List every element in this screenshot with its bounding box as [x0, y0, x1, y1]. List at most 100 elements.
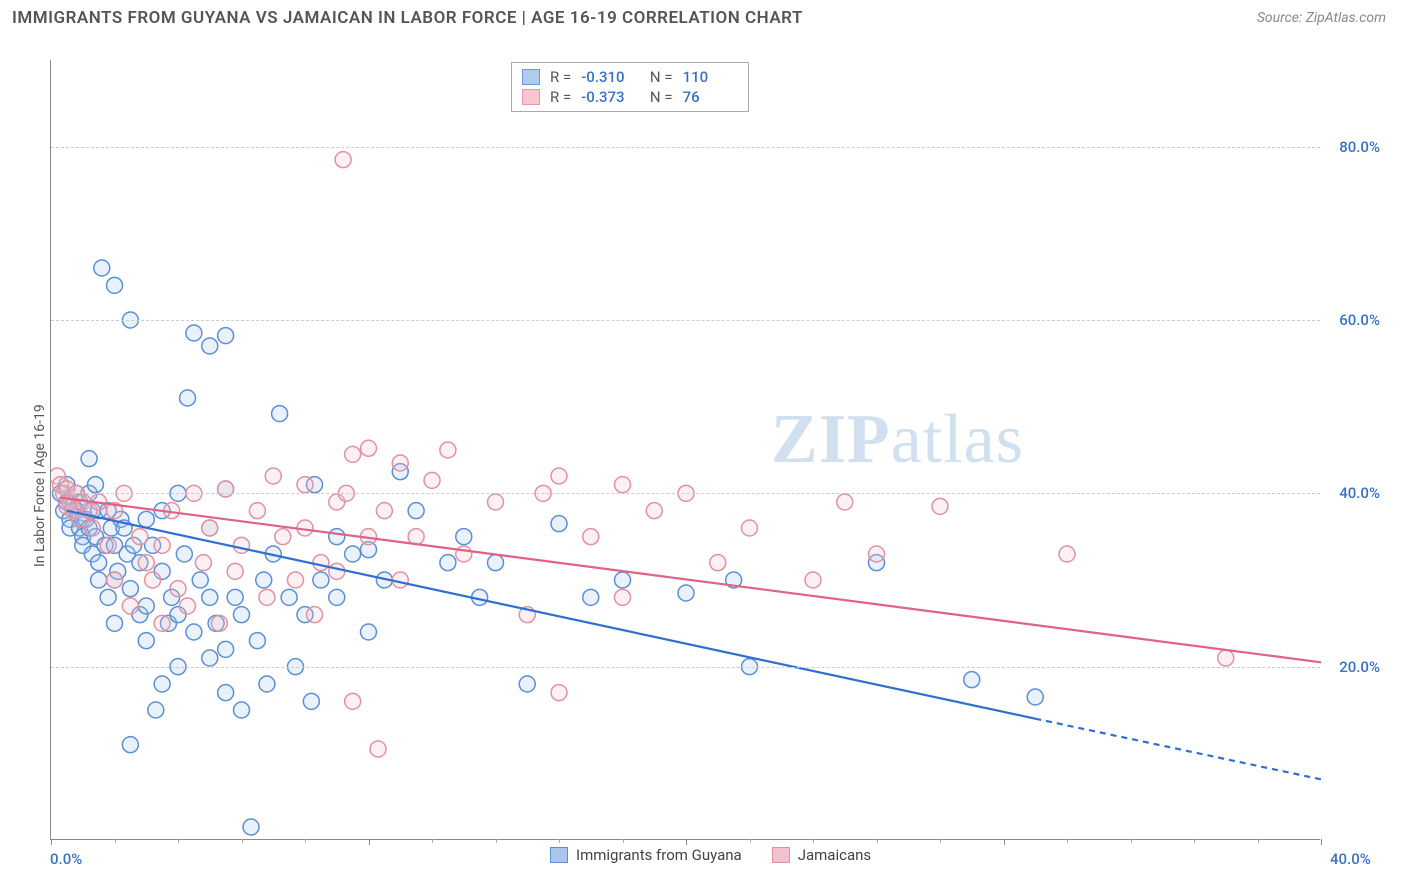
data-point — [176, 546, 192, 562]
legend-bottom: Immigrants from Guyana Jamaicans — [550, 846, 871, 864]
data-point — [234, 702, 250, 718]
data-point — [218, 328, 234, 344]
data-point — [122, 598, 138, 614]
stat-n-label: N = — [646, 88, 672, 106]
data-point — [329, 563, 345, 579]
stat-n-value: 110 — [683, 68, 738, 86]
gridline-h — [51, 667, 1320, 668]
legend-label: Immigrants from Guyana — [576, 846, 742, 864]
y-tick-label: 60.0% — [1325, 311, 1380, 329]
data-point — [275, 529, 291, 545]
data-point — [148, 702, 164, 718]
data-point — [138, 555, 154, 571]
x-tick-minor — [432, 839, 433, 843]
data-point — [932, 498, 948, 514]
data-point — [218, 685, 234, 701]
gridline-h — [51, 320, 1320, 321]
x-axis-max-label: 40.0% — [1330, 850, 1371, 868]
data-point — [488, 555, 504, 571]
data-point — [211, 615, 227, 631]
data-point — [583, 589, 599, 605]
x-tick-minor — [750, 839, 751, 843]
data-point — [218, 641, 234, 657]
data-point — [234, 607, 250, 623]
data-point — [329, 529, 345, 545]
data-point — [392, 455, 408, 471]
stat-n-value: 76 — [683, 88, 738, 106]
data-point — [1059, 546, 1075, 562]
data-point — [154, 676, 170, 692]
data-point — [370, 741, 386, 757]
data-point — [186, 624, 202, 640]
data-point — [742, 520, 758, 536]
data-point — [456, 546, 472, 562]
data-point — [100, 537, 116, 553]
data-point — [227, 563, 243, 579]
data-point — [122, 581, 138, 597]
data-point — [440, 555, 456, 571]
data-point — [488, 494, 504, 510]
x-tick-minor — [1194, 839, 1195, 843]
data-point — [138, 633, 154, 649]
plot-region: ZIPatlas R = -0.310 N = 110R = -0.373 N … — [50, 60, 1320, 840]
data-point — [424, 472, 440, 488]
data-point — [243, 819, 259, 835]
y-axis-label: In Labor Force | Age 16-19 — [32, 404, 48, 567]
x-tick-minor — [559, 839, 560, 843]
stat-r-label: R = — [550, 68, 571, 86]
data-point — [313, 572, 329, 588]
data-point — [81, 451, 97, 467]
data-point — [646, 503, 662, 519]
data-point — [281, 589, 297, 605]
data-point — [1027, 689, 1043, 705]
data-point — [249, 503, 265, 519]
data-point — [335, 152, 351, 168]
data-point — [307, 607, 323, 623]
data-point — [259, 589, 275, 605]
data-point — [186, 325, 202, 341]
data-point — [710, 555, 726, 571]
data-point — [154, 615, 170, 631]
data-point — [361, 624, 377, 640]
data-point — [145, 572, 161, 588]
legend-label: Jamaicans — [798, 846, 871, 864]
x-tick-minor — [877, 839, 878, 843]
legend-item: Jamaicans — [772, 846, 871, 864]
data-point — [519, 676, 535, 692]
gridline-h — [51, 493, 1320, 494]
data-point — [107, 277, 123, 293]
data-point — [132, 529, 148, 545]
gridline-h — [51, 147, 1320, 148]
data-point — [202, 650, 218, 666]
x-tick-major — [686, 839, 687, 845]
data-point — [227, 589, 243, 605]
legend-stats-row: R = -0.373 N = 76 — [522, 87, 738, 107]
data-point — [259, 676, 275, 692]
data-point — [170, 581, 186, 597]
legend-swatch — [550, 847, 568, 863]
data-point — [440, 442, 456, 458]
data-point — [180, 390, 196, 406]
x-tick-major — [369, 839, 370, 845]
x-tick-minor — [1067, 839, 1068, 843]
data-point — [138, 511, 154, 527]
data-point — [551, 516, 567, 532]
data-point — [361, 440, 377, 456]
data-point — [678, 585, 694, 601]
y-tick-label: 20.0% — [1325, 658, 1380, 676]
x-tick-minor — [115, 839, 116, 843]
legend-swatch — [772, 847, 790, 863]
data-point — [138, 598, 154, 614]
stat-n-label: N = — [646, 68, 672, 86]
x-tick-minor — [242, 839, 243, 843]
data-point — [202, 589, 218, 605]
data-point — [265, 468, 281, 484]
data-point — [154, 537, 170, 553]
data-point — [202, 338, 218, 354]
data-point — [408, 529, 424, 545]
trend-line-extrapolated — [1035, 719, 1321, 780]
legend-swatch — [522, 89, 540, 105]
chart-source: Source: ZipAtlas.com — [1257, 10, 1386, 26]
legend-stats-box: R = -0.310 N = 110R = -0.373 N = 76 — [511, 62, 749, 112]
legend-stats-row: R = -0.310 N = 110 — [522, 67, 738, 87]
